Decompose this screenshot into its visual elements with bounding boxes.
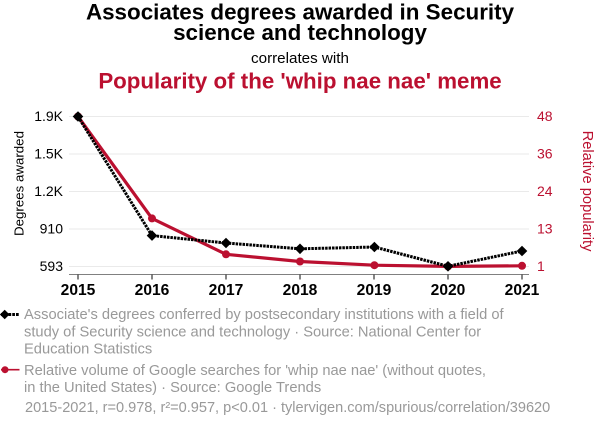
svg-text:48: 48 bbox=[537, 108, 553, 124]
svg-text:correlates with: correlates with bbox=[251, 50, 349, 67]
svg-text:2017: 2017 bbox=[209, 282, 244, 299]
svg-text:2019: 2019 bbox=[357, 282, 392, 299]
svg-text:13: 13 bbox=[537, 221, 553, 237]
svg-text:24: 24 bbox=[537, 183, 553, 199]
svg-text:Associates degrees awarded in: Associates degrees awarded in Security bbox=[86, 0, 515, 25]
svg-text:2015: 2015 bbox=[61, 282, 96, 299]
svg-text:1.2K: 1.2K bbox=[34, 183, 63, 199]
svg-text:1: 1 bbox=[537, 258, 545, 274]
svg-text:2018: 2018 bbox=[283, 282, 318, 299]
svg-text:Degrees awarded: Degrees awarded bbox=[11, 131, 26, 236]
svg-text:2021: 2021 bbox=[505, 282, 540, 299]
svg-text:science and technology: science and technology bbox=[173, 20, 427, 45]
svg-text:910: 910 bbox=[40, 221, 64, 237]
svg-text:1.9K: 1.9K bbox=[34, 108, 63, 124]
svg-text:2015-2021, r=0.978, r²=0.957,: 2015-2021, r=0.978, r²=0.957, p<0.01 · t… bbox=[25, 400, 550, 416]
svg-text:Relative volume of Google sear: Relative volume of Google searches for '… bbox=[24, 363, 486, 379]
svg-text:Education Statistics: Education Statistics bbox=[24, 342, 152, 358]
svg-text:Popularity of the 'whip nae na: Popularity of the 'whip nae nae' meme bbox=[98, 69, 501, 94]
svg-text:study of Security science and: study of Security science and technology… bbox=[24, 325, 481, 341]
svg-text:593: 593 bbox=[40, 258, 64, 274]
svg-text:36: 36 bbox=[537, 146, 553, 162]
svg-text:2020: 2020 bbox=[431, 282, 466, 299]
svg-text:Relative popularity: Relative popularity bbox=[579, 131, 595, 252]
svg-text:in the United States) · Source: in the United States) · Source: Google T… bbox=[24, 380, 321, 396]
svg-text:Associate's degrees conferred: Associate's degrees conferred by postsec… bbox=[24, 307, 505, 323]
svg-text:2016: 2016 bbox=[135, 282, 170, 299]
svg-text:1.5K: 1.5K bbox=[34, 146, 63, 162]
